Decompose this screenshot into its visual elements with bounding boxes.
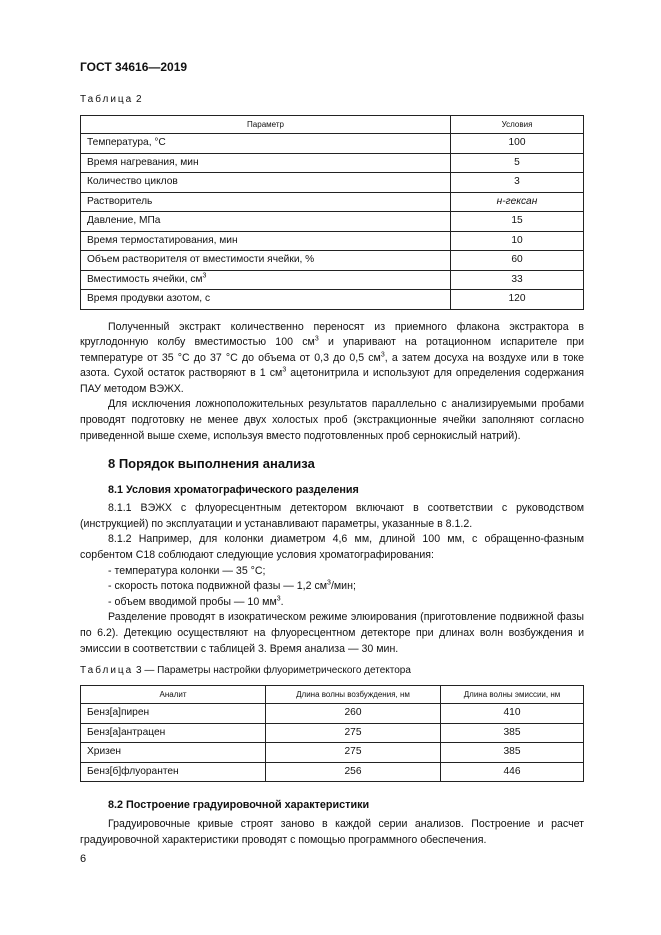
- text-block-2: 8.1.1 ВЭЖХ с флуоресцентным детектором в…: [80, 501, 584, 657]
- table3-caption: Таблица 3 — Параметры настройки флуориме…: [80, 665, 584, 677]
- cell: Время нагревания, мин: [80, 152, 451, 173]
- document-id: ГОСТ 34616—2019: [80, 60, 188, 74]
- cell: 3: [450, 172, 584, 193]
- text: .: [280, 595, 284, 608]
- cell: Давление, МПа: [80, 211, 451, 232]
- cell: 100: [450, 133, 584, 154]
- cell: Бенз[а]пирен: [80, 703, 266, 724]
- text: ацетонитрила и используют для определени…: [80, 367, 584, 395]
- cell: 275: [265, 722, 441, 744]
- column-header: Параметр: [80, 115, 451, 134]
- cell: Хризен: [80, 742, 266, 763]
- table2-caption: Таблица 2: [80, 94, 584, 106]
- list-item: - объем вводимой пробы — 10 мм3.: [80, 595, 584, 611]
- table-row: Бенз[а]антрацен 275 385: [80, 722, 584, 744]
- table-3: Аналит Длина волны возбуждения, нм Длина…: [80, 685, 584, 783]
- table-row: Объем растворителя от вместимости ячейки…: [80, 250, 584, 271]
- paragraph: 8.1.2 Например, для колонки диаметром 4,…: [80, 533, 584, 562]
- table-row: Хризен 275 385: [80, 742, 584, 763]
- cell: 10: [450, 230, 584, 251]
- text: /мин;: [330, 580, 356, 593]
- text: Полученный экстракт количественно перено…: [80, 320, 584, 349]
- superscript: 3: [380, 351, 385, 359]
- paragraph: Градуировочные кривые строят заново в ка…: [80, 818, 584, 846]
- table-row: Температура, °С 100: [80, 133, 584, 154]
- cell: 385: [440, 722, 584, 744]
- cell: Количество циклов: [80, 172, 451, 193]
- list-item: - температура колонки — 35 °С;: [108, 564, 266, 577]
- column-header: Длина волны эмиссии, нм: [440, 685, 584, 705]
- cell: Объем растворителя от вместимости ячейки…: [80, 250, 451, 271]
- caption-word: Таблица: [80, 665, 134, 677]
- cell: Вместимость ячейки, см3: [80, 269, 451, 290]
- table-2: Параметр Условия Температура, °С 100 Врем…: [80, 115, 584, 310]
- list-item: - скорость потока подвижной фазы — 1,2 с…: [80, 579, 584, 595]
- cell: Температура, °С: [80, 133, 451, 154]
- cell: Бенз[а]антрацен: [80, 722, 266, 744]
- text: и упаривают на ротационном испарителе пр…: [80, 336, 585, 364]
- cell: 5: [450, 152, 584, 173]
- table-row: Время нагревания, мин 5: [80, 152, 584, 173]
- page-number: 6: [80, 853, 87, 866]
- caption-rest: 3 — Параметры настройки флуориметрическо…: [136, 665, 411, 677]
- cell: 256: [265, 761, 441, 783]
- table-row: Время термостатирования, мин 10: [80, 230, 584, 251]
- superscript: 3: [202, 272, 207, 280]
- paragraph: Полученный экстракт количественно перено…: [80, 320, 584, 398]
- table-row: Бенз[б]флуорантен 256 446: [80, 761, 584, 783]
- paragraph: Разделение проводят в изократическом реж…: [80, 611, 584, 655]
- cell: 446: [440, 761, 584, 783]
- cell: Время продувки азотом, с: [80, 289, 451, 310]
- text: , а затем досуха на воздухе или в токе а…: [80, 351, 584, 380]
- cell: 33: [450, 269, 584, 290]
- text: - объем вводимой пробы — 10 мм: [108, 595, 277, 608]
- text-block-3: Градуировочные кривые строят заново в ка…: [80, 817, 584, 848]
- table-row: Количество циклов 3: [80, 172, 584, 193]
- superscript: 3: [282, 366, 287, 374]
- superscript: 3: [314, 335, 319, 343]
- text-block-1: Полученный экстракт количественно перено…: [80, 320, 584, 445]
- column-header: Условия: [450, 115, 584, 134]
- column-header: Аналит: [80, 685, 266, 705]
- table-row: Бенз[а]пирен 260 410: [80, 703, 584, 724]
- cell: 60: [450, 250, 584, 271]
- text: - скорость потока подвижной фазы — 1,2 с…: [108, 580, 328, 593]
- superscript: 3: [327, 579, 331, 587]
- cell: 275: [265, 742, 441, 763]
- table-row: Давление, МПа 15: [80, 211, 584, 232]
- cell: Растворитель: [80, 191, 451, 212]
- column-header: Длина волны возбуждения, нм: [265, 685, 441, 705]
- paragraph: 8.1.1 ВЭЖХ с флуоресцентным детектором в…: [80, 502, 584, 530]
- cell: н-гексан: [450, 191, 584, 212]
- table-row: Время продувки азотом, с 120: [80, 289, 584, 310]
- superscript: 3: [276, 595, 281, 603]
- caption-num: 2: [136, 94, 142, 105]
- cell: 260: [265, 703, 441, 724]
- paragraph: Для исключения ложноположительных резуль…: [80, 398, 584, 442]
- table-header-row: Аналит Длина волны возбуждения, нм Длина…: [80, 685, 584, 705]
- cell: 15: [450, 211, 584, 232]
- section-heading: 8 Порядок выполнения анализа: [108, 456, 315, 472]
- table-row: Растворитель н-гексан: [80, 191, 584, 212]
- caption-word: Таблица: [80, 94, 134, 105]
- cell: 120: [450, 289, 584, 310]
- cell-text: Вместимость ячейки, см: [87, 273, 203, 285]
- subsection-heading: 8.2 Построение градуировочной характерис…: [108, 799, 370, 812]
- cell: 385: [440, 742, 584, 763]
- subsection-heading: 8.1 Условия хроматографического разделен…: [108, 484, 359, 497]
- cell: 410: [440, 703, 584, 724]
- table-header-row: Параметр Условия: [80, 115, 584, 134]
- table-row: Вместимость ячейки, см3 33: [80, 269, 584, 290]
- cell: Время термостатирования, мин: [80, 230, 451, 251]
- cell: Бенз[б]флуорантен: [80, 761, 266, 783]
